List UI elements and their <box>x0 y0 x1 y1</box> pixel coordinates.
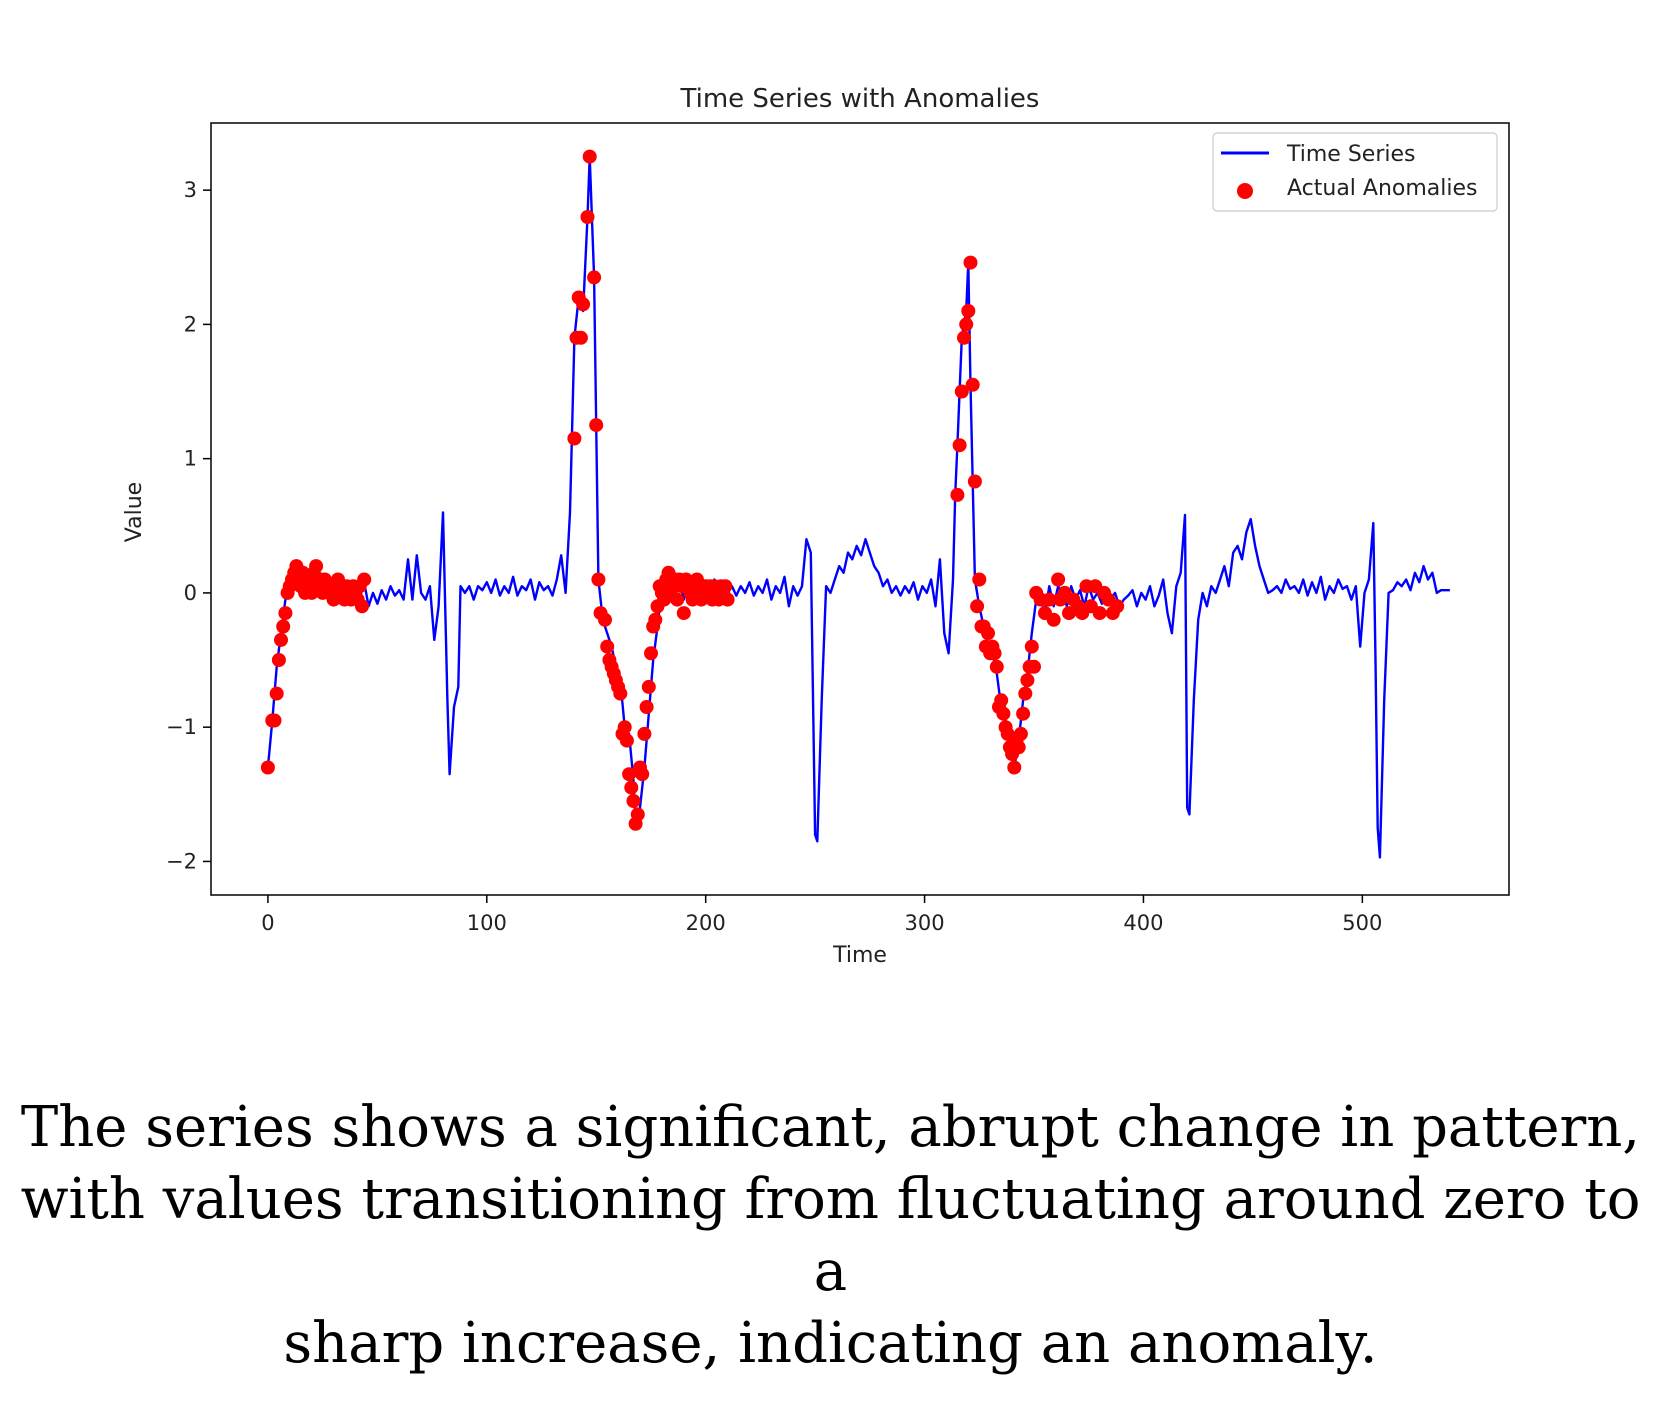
anomaly-point <box>959 317 974 332</box>
anomaly-point <box>357 572 372 587</box>
anomaly-point <box>961 304 976 318</box>
anomaly-point <box>635 767 650 782</box>
anomaly-point <box>676 606 691 621</box>
anomaly-point <box>1018 686 1033 701</box>
anomaly-point <box>957 330 971 345</box>
anomaly-point <box>622 767 637 782</box>
anomaly-point <box>965 377 980 392</box>
anomaly-point <box>271 653 286 667</box>
caption: The series shows a significant, abrupt c… <box>0 1092 1661 1380</box>
anomaly-point <box>591 572 606 587</box>
anomaly-point <box>972 572 987 587</box>
anomaly-point <box>970 599 985 614</box>
anomaly-point <box>989 659 1004 674</box>
series-line-time-series <box>266 155 1450 859</box>
anomaly-point <box>981 626 995 641</box>
anomaly-point <box>639 700 654 714</box>
anomaly-point <box>613 686 628 701</box>
anomaly-point <box>269 686 284 701</box>
anomaly-point <box>355 599 369 614</box>
anomaly-point <box>1092 606 1107 621</box>
anomaly-point <box>1024 639 1039 654</box>
y-tick-label: 2 <box>184 312 197 336</box>
caption-line: sharp increase, indicating an anomaly. <box>283 1311 1378 1376</box>
y-tick-label: 3 <box>184 178 197 202</box>
anomaly-point <box>626 794 641 808</box>
x-tick-label: 500 <box>1342 911 1382 935</box>
anomaly-point <box>630 807 645 822</box>
anomaly-point <box>589 418 604 433</box>
chart: Time Series with Anomalies 0 100 200 300 400… <box>122 84 1510 968</box>
anomaly-point <box>987 646 1002 661</box>
anomaly-point <box>1110 599 1125 614</box>
chart-title: Time Series with Anomalies <box>680 84 1040 114</box>
x-axis-label: Time <box>832 943 887 968</box>
anomaly-point <box>274 632 288 647</box>
anomaly-point <box>600 639 615 654</box>
legend-label-time-series: Time Series <box>1286 142 1416 167</box>
plot-frame <box>210 122 1510 896</box>
anomaly-point <box>648 612 663 627</box>
anomaly-point <box>573 330 588 345</box>
anomaly-point <box>1020 673 1035 688</box>
x-tick-label: 0 <box>261 911 274 935</box>
anomaly-point <box>1011 740 1026 755</box>
y-tick-label: −2 <box>166 849 197 873</box>
anomaly-point <box>994 693 1009 708</box>
anomaly-point <box>1007 760 1022 775</box>
anomaly-point <box>996 706 1011 721</box>
anomaly-point <box>598 612 612 627</box>
anomaly-point <box>1027 659 1041 674</box>
anomaly-point <box>582 149 597 164</box>
legend-frame <box>1212 132 1498 212</box>
anomaly-point <box>720 592 735 607</box>
x-tick-label: 400 <box>1123 911 1163 935</box>
anomaly-point <box>1046 612 1061 627</box>
x-tick-label: 200 <box>686 911 726 935</box>
anomaly-point <box>567 431 582 446</box>
caption-line: with values transitioning from fluctuati… <box>20 1167 1641 1304</box>
anomaly-point <box>718 579 733 594</box>
anomaly-point <box>644 646 658 661</box>
anomaly-point <box>954 384 969 399</box>
legend-label-actual-anomalies: Actual Anomalies <box>1287 176 1478 201</box>
anomaly-point <box>1013 726 1028 741</box>
anomaly-point <box>1042 592 1057 607</box>
anomaly-point <box>276 619 291 634</box>
anomaly-point <box>619 733 634 748</box>
anomaly-point <box>1016 706 1031 721</box>
anomaly-point <box>576 297 591 312</box>
anomaly-point <box>580 210 595 224</box>
caption-line: The series shows a significant, abrupt c… <box>20 1095 1641 1160</box>
anomaly-point <box>952 438 967 453</box>
x-tick-label: 100 <box>467 911 507 935</box>
anomaly-point <box>617 720 632 735</box>
legend-dot-swatch <box>1237 183 1253 199</box>
anomaly-point <box>967 474 982 489</box>
anomaly-point <box>641 679 656 694</box>
anomaly-point <box>950 487 965 502</box>
anomaly-point <box>637 726 652 741</box>
y-tick-label: 0 <box>184 581 197 605</box>
anomaly-point <box>670 592 685 607</box>
anomaly-point <box>278 606 293 621</box>
y-tick-label: 1 <box>184 447 197 471</box>
y-tick-label: −1 <box>166 715 197 739</box>
x-tick-label: 300 <box>905 911 945 935</box>
anomaly-point <box>309 559 324 574</box>
y-axis-label: Value <box>122 482 147 542</box>
anomaly-point <box>624 780 639 795</box>
anomaly-point <box>260 760 275 775</box>
anomaly-point <box>1051 572 1066 587</box>
anomaly-point <box>267 713 282 728</box>
anomaly-point <box>587 270 602 285</box>
anomaly-point <box>963 255 978 270</box>
legend: Time Series Actual Anomalies <box>1212 132 1498 212</box>
